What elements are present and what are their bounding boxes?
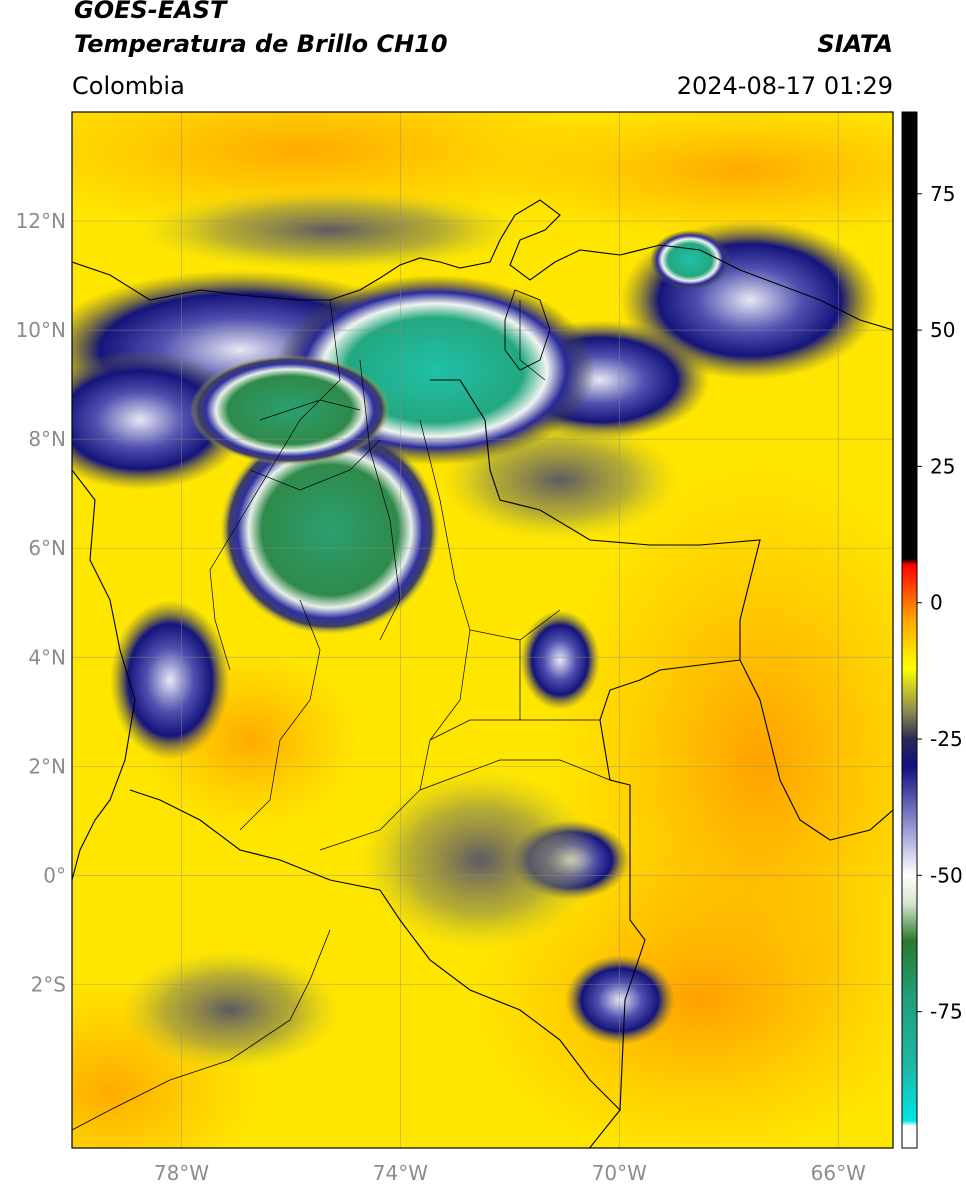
satellite-title: GOES-EAST [74,0,227,24]
map-frame [71,111,894,1149]
colorbar-tick-label: -25 [930,727,963,751]
lat-tick-label: 6°N [28,536,66,560]
dept-lines [209,299,611,851]
lon-tick-label: 74°W [373,1161,428,1185]
lat-axis: 12°N 10°N 8°N 6°N 4°N 2°N 0° 2°S [16,209,66,996]
colorbar-tick-label: 75 [930,182,955,206]
coastline-caribbean [72,199,893,331]
colorbar-ticks: 75 50 25 0 -25 -50 -75 [917,182,963,1024]
colorbar-gradient [902,112,917,1148]
region-label: Colombia [72,72,185,100]
colorbar-tick-label: -75 [930,1000,963,1024]
lon-axis: 78°W 74°W 70°W 66°W [154,1161,866,1185]
colorbar-tick-label: 0 [930,591,943,615]
lower-curve [72,929,331,1131]
lat-tick-label: 2°N [28,754,66,778]
colorbar-tick-label: 25 [930,454,955,478]
lat-tick-label: 2°S [31,972,66,996]
timestamp-label: 2024-08-17 01:29 [676,72,893,100]
agency-label: SIATA [817,30,893,58]
border-colombia-peru [379,889,646,1112]
colorbar: 75 50 25 0 -25 -50 -75 [901,111,963,1149]
coastline-pacific [72,469,136,881]
border-brazil-venezuela [739,659,893,841]
border-peru-brazil [588,1109,621,1148]
map-field [72,112,893,1148]
lon-tick-label: 70°W [592,1161,647,1185]
product-title: Temperatura de Brillo CH10 [74,30,448,58]
colorbar-tick-label: 50 [930,318,955,342]
border-colombia-brazil [599,659,741,920]
colorbar-frame [901,111,918,1149]
lat-tick-label: 12°N [16,209,66,233]
gridlines [72,112,893,1148]
colorbar-tick-label: -50 [930,863,963,887]
borders [72,199,893,1148]
lat-tick-label: 4°N [28,645,66,669]
border-colombia-venezuela [430,379,761,660]
lat-tick-label: 10°N [16,318,66,342]
lake-maracaibo [504,289,551,371]
lat-tick-label: 8°N [28,427,66,451]
border-colombia-ecuador [129,789,381,891]
lon-tick-label: 78°W [154,1161,209,1185]
lon-tick-label: 66°W [811,1161,866,1185]
lat-tick-label: 0° [43,863,66,887]
